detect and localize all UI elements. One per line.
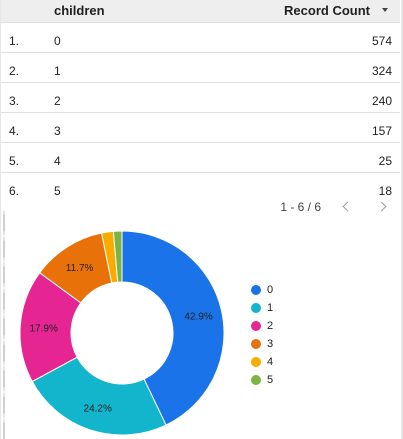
- table-row: 5. 4 25: [1, 143, 400, 173]
- row-value: 324: [371, 64, 392, 78]
- legend-label: 2: [267, 320, 274, 332]
- column-header-children[interactable]: children: [54, 3, 105, 18]
- legend-item[interactable]: 2: [251, 317, 273, 335]
- row-index: 3.: [9, 94, 20, 108]
- slice-label-0: 42.9%: [184, 312, 212, 323]
- slice-label-1: 24.2%: [84, 404, 112, 415]
- legend-item[interactable]: 5: [251, 371, 273, 389]
- caret-down-icon[interactable]: [382, 8, 388, 12]
- table-row: 2. 1 324: [1, 53, 400, 83]
- row-value: 18: [378, 184, 392, 198]
- pie-slice-5[interactable]: [112, 230, 123, 283]
- row-index: 6.: [9, 184, 20, 198]
- pagination: 1 - 6 / 6: [0, 200, 399, 216]
- row-category: 4: [54, 154, 61, 168]
- legend-swatch: [251, 321, 261, 331]
- row-value: 157: [371, 124, 392, 138]
- legend-label: 4: [267, 356, 274, 368]
- legend-item[interactable]: 1: [251, 299, 273, 317]
- row-category: 1: [54, 64, 61, 78]
- row-value: 25: [378, 154, 392, 168]
- row-category: 0: [54, 34, 61, 48]
- legend-label: 5: [267, 374, 274, 386]
- dotted-guide: [3, 210, 5, 439]
- legend-swatch: [251, 375, 261, 385]
- slice-label-3: 11.7%: [66, 263, 94, 274]
- table-row: 1. 0 574: [1, 23, 400, 53]
- data-table: children Record Count 1. 0 574 2. 1 324 …: [1, 0, 400, 202]
- chevron-right-icon[interactable]: [376, 201, 387, 212]
- donut-chart: 42.9% 24.2% 17.9% 11.7%: [19, 230, 225, 436]
- row-index: 1.: [9, 34, 20, 48]
- pie-slice-1[interactable]: [31, 356, 167, 436]
- legend-label: 0: [267, 284, 274, 296]
- table-row: 6. 5 18: [1, 173, 400, 202]
- slice-label-2: 17.9%: [30, 324, 58, 335]
- chevron-left-icon[interactable]: [342, 201, 353, 212]
- legend-item[interactable]: 3: [251, 335, 273, 353]
- table-row: 3. 2 240: [1, 83, 400, 113]
- table-header: children Record Count: [1, 0, 400, 23]
- row-category: 3: [54, 124, 61, 138]
- row-category: 5: [54, 184, 61, 198]
- row-category: 2: [54, 94, 61, 108]
- legend-swatch: [251, 303, 261, 313]
- row-index: 4.: [9, 124, 20, 138]
- right-border: [401, 0, 403, 439]
- pie-slice-0[interactable]: [121, 230, 225, 426]
- left-border: [0, 0, 1, 439]
- legend-label: 3: [267, 338, 274, 350]
- legend-swatch: [251, 285, 261, 295]
- legend-label: 1: [267, 302, 274, 314]
- column-header-record-count[interactable]: Record Count: [284, 3, 370, 18]
- table-row: 4. 3 157: [1, 113, 400, 143]
- legend-swatch: [251, 357, 261, 367]
- row-index: 2.: [9, 64, 20, 78]
- row-index: 5.: [9, 154, 20, 168]
- pagination-label: 1 - 6 / 6: [280, 200, 321, 214]
- legend-item[interactable]: 4: [251, 353, 273, 371]
- row-value: 574: [371, 34, 392, 48]
- legend-item[interactable]: 0: [251, 281, 273, 299]
- chart-legend: 0 1 2 3 4 5: [251, 281, 273, 389]
- row-value: 240: [371, 94, 392, 108]
- legend-swatch: [251, 339, 261, 349]
